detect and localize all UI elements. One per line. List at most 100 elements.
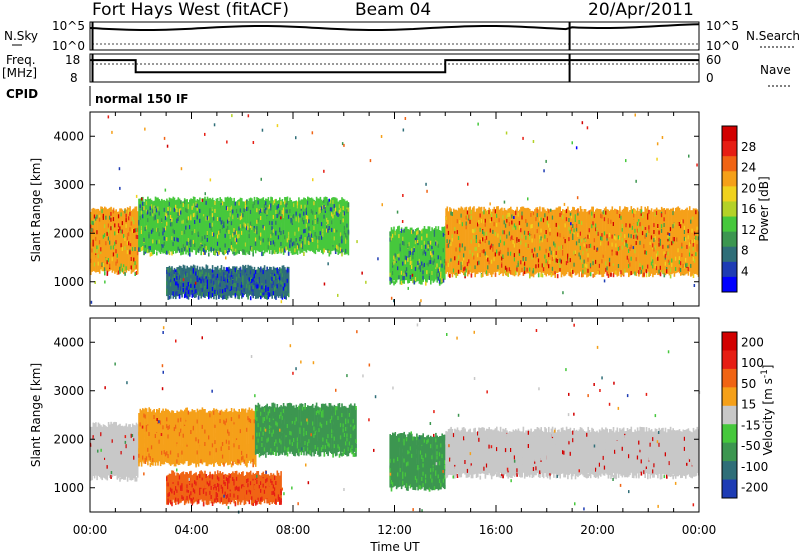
colorbar-tick-label: 4 [741, 264, 749, 278]
echo-cell [394, 259, 397, 264]
echo-cell [254, 412, 257, 417]
echo-cell [208, 272, 210, 277]
echo-cell [413, 479, 416, 484]
echo-cell [560, 259, 563, 264]
echo-cell [329, 410, 332, 415]
echo-cell [234, 471, 237, 501]
echo-cell [196, 475, 199, 505]
echo-cell [303, 252, 305, 256]
echo-cell [181, 268, 183, 298]
echo-cell [348, 446, 351, 451]
echo-cell [178, 480, 181, 484]
echo-cell [138, 413, 140, 467]
echo-cell [427, 436, 430, 490]
echo-cell [544, 219, 546, 224]
echo-cell [323, 197, 325, 251]
echo-cell [428, 276, 431, 280]
echo-cell [267, 197, 270, 251]
echo-speckle [562, 291, 564, 295]
echo-cell [238, 295, 240, 300]
echo-cell [457, 255, 460, 260]
echo-cell [470, 441, 473, 446]
echo-cell [234, 440, 237, 445]
cpid-label: CPID [6, 87, 38, 101]
echo-cell [310, 420, 313, 425]
echo-cell [648, 225, 650, 230]
echo-cell [520, 463, 522, 468]
echo-cell [312, 221, 314, 225]
echo-cell [238, 486, 240, 491]
echo-cell [614, 208, 616, 275]
echo-cell [210, 291, 213, 296]
echo-cell [579, 206, 582, 272]
echo-cell [90, 468, 92, 473]
echo-cell [546, 238, 549, 243]
echo-cell [581, 258, 583, 263]
echo-cell [246, 284, 248, 289]
echo-cell [473, 255, 475, 260]
echo-speckle [312, 178, 314, 182]
echo-cell [214, 202, 216, 256]
echo-cell [436, 274, 438, 279]
echo-cell [587, 257, 589, 262]
echo-cell [610, 272, 612, 277]
echo-cell [600, 213, 602, 218]
echo-cell [295, 438, 298, 443]
echo-cell [220, 198, 223, 253]
echo-cell [303, 197, 305, 251]
echo-cell [238, 250, 240, 254]
echo-cell [98, 427, 101, 432]
echo-cell [277, 494, 280, 499]
echo-cell [329, 215, 332, 220]
echo-cell [572, 269, 574, 274]
echo-cell [617, 210, 620, 276]
echo-cell [440, 436, 442, 490]
echo-cell [268, 218, 271, 222]
echo-cell [572, 236, 574, 240]
echo-cell [216, 483, 219, 487]
echo-cell [451, 452, 454, 457]
echo-cell [652, 264, 654, 269]
echo-cell [484, 465, 487, 470]
echo-cell [209, 422, 211, 426]
echo-speckle [469, 226, 471, 230]
echo-cell [126, 230, 129, 235]
echo-cell [230, 268, 233, 298]
echo-cell [617, 235, 620, 240]
echo-speckle [691, 216, 694, 220]
echo-cell [125, 266, 128, 271]
echo-cell [414, 266, 417, 271]
echo-cell [267, 498, 270, 503]
echo-cell [626, 225, 629, 230]
echo-cell [102, 234, 105, 239]
echo-cell [243, 409, 246, 463]
echo-cell [123, 267, 125, 272]
echo-cell [90, 238, 92, 243]
echo-cell [513, 455, 516, 460]
echo-cell [149, 198, 152, 252]
echo-cell [423, 240, 426, 245]
echo-cell [457, 471, 460, 476]
echo-cell [291, 446, 294, 451]
echo-speckle [411, 273, 414, 277]
echo-cell [216, 409, 219, 464]
echo-speckle [90, 300, 93, 304]
echo-cell [196, 475, 199, 480]
echo-cell [313, 407, 315, 457]
echo-cell [206, 237, 209, 242]
echo-cell [589, 243, 592, 248]
echo-cell [431, 485, 433, 490]
echo-cell [307, 215, 309, 220]
echo-cell [257, 284, 260, 289]
echo-cell [164, 432, 167, 437]
echo-cell [241, 230, 243, 235]
echo-cell [327, 201, 329, 206]
echo-cell [200, 495, 202, 500]
echo-cell [464, 272, 466, 277]
echo-cell [493, 436, 496, 441]
echo-cell [426, 449, 428, 454]
echo-cell [104, 457, 106, 462]
echo-speckle [212, 206, 214, 210]
echo-cell [133, 438, 135, 443]
echo-cell [636, 249, 639, 254]
